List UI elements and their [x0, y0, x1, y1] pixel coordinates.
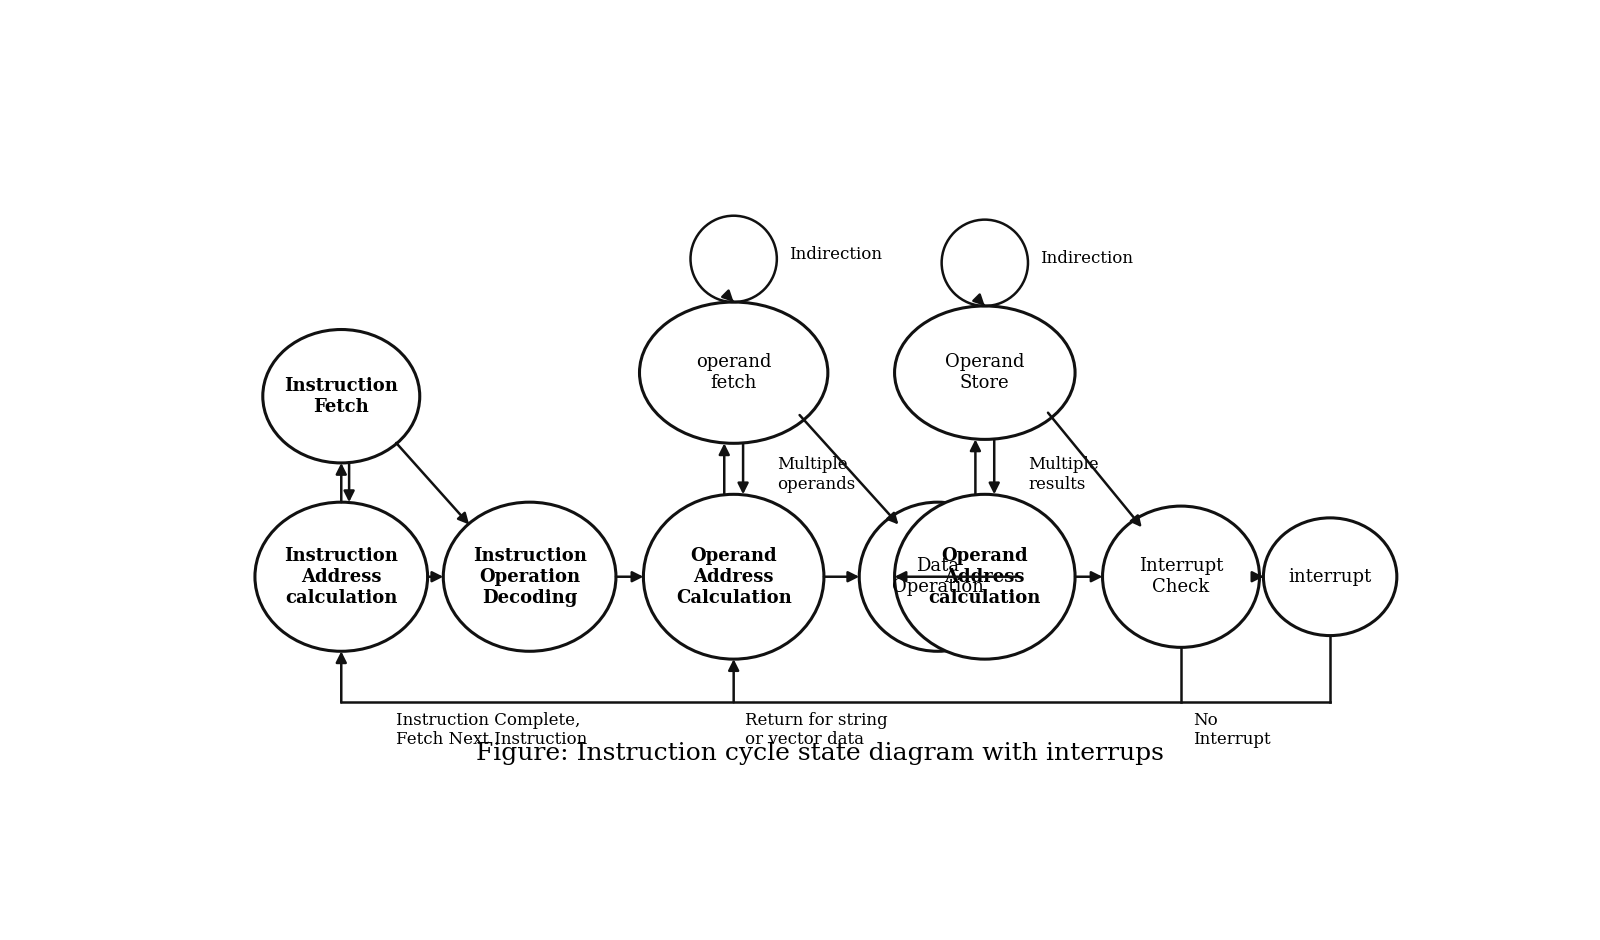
Text: interrupt: interrupt: [1288, 568, 1371, 586]
Text: Instruction
Address
calculation: Instruction Address calculation: [285, 547, 398, 606]
Ellipse shape: [443, 502, 616, 651]
Text: Multiple
operands: Multiple operands: [778, 457, 854, 493]
Ellipse shape: [262, 330, 419, 462]
Text: Instruction
Operation
Decoding: Instruction Operation Decoding: [472, 547, 587, 606]
Text: Operand
Store: Operand Store: [946, 353, 1024, 392]
Text: Figure: Instruction cycle state diagram with interrups: Figure: Instruction cycle state diagram …: [477, 742, 1163, 765]
Ellipse shape: [1264, 518, 1397, 635]
Text: Instruction
Fetch: Instruction Fetch: [285, 377, 398, 415]
Text: Indirection: Indirection: [1040, 250, 1133, 267]
Ellipse shape: [894, 494, 1075, 659]
Ellipse shape: [859, 502, 1016, 651]
Text: Multiple
results: Multiple results: [1027, 457, 1099, 493]
Ellipse shape: [1102, 506, 1259, 648]
Ellipse shape: [640, 302, 827, 444]
Text: operand
fetch: operand fetch: [696, 353, 771, 392]
Ellipse shape: [254, 502, 427, 651]
Text: Data
Operation: Data Operation: [891, 557, 984, 596]
Ellipse shape: [643, 494, 824, 659]
Ellipse shape: [894, 306, 1075, 439]
Text: Operand
Address
Calculation: Operand Address Calculation: [675, 547, 792, 606]
Text: Interrupt
Check: Interrupt Check: [1139, 557, 1224, 596]
Text: Operand
Address
calculation: Operand Address calculation: [928, 547, 1042, 606]
Text: Indirection: Indirection: [789, 246, 882, 263]
Text: No
Interrupt: No Interrupt: [1192, 712, 1270, 748]
Text: Instruction Complete,
Fetch Next Instruction: Instruction Complete, Fetch Next Instruc…: [397, 712, 587, 748]
Text: Return for string
or vector data: Return for string or vector data: [746, 712, 888, 748]
